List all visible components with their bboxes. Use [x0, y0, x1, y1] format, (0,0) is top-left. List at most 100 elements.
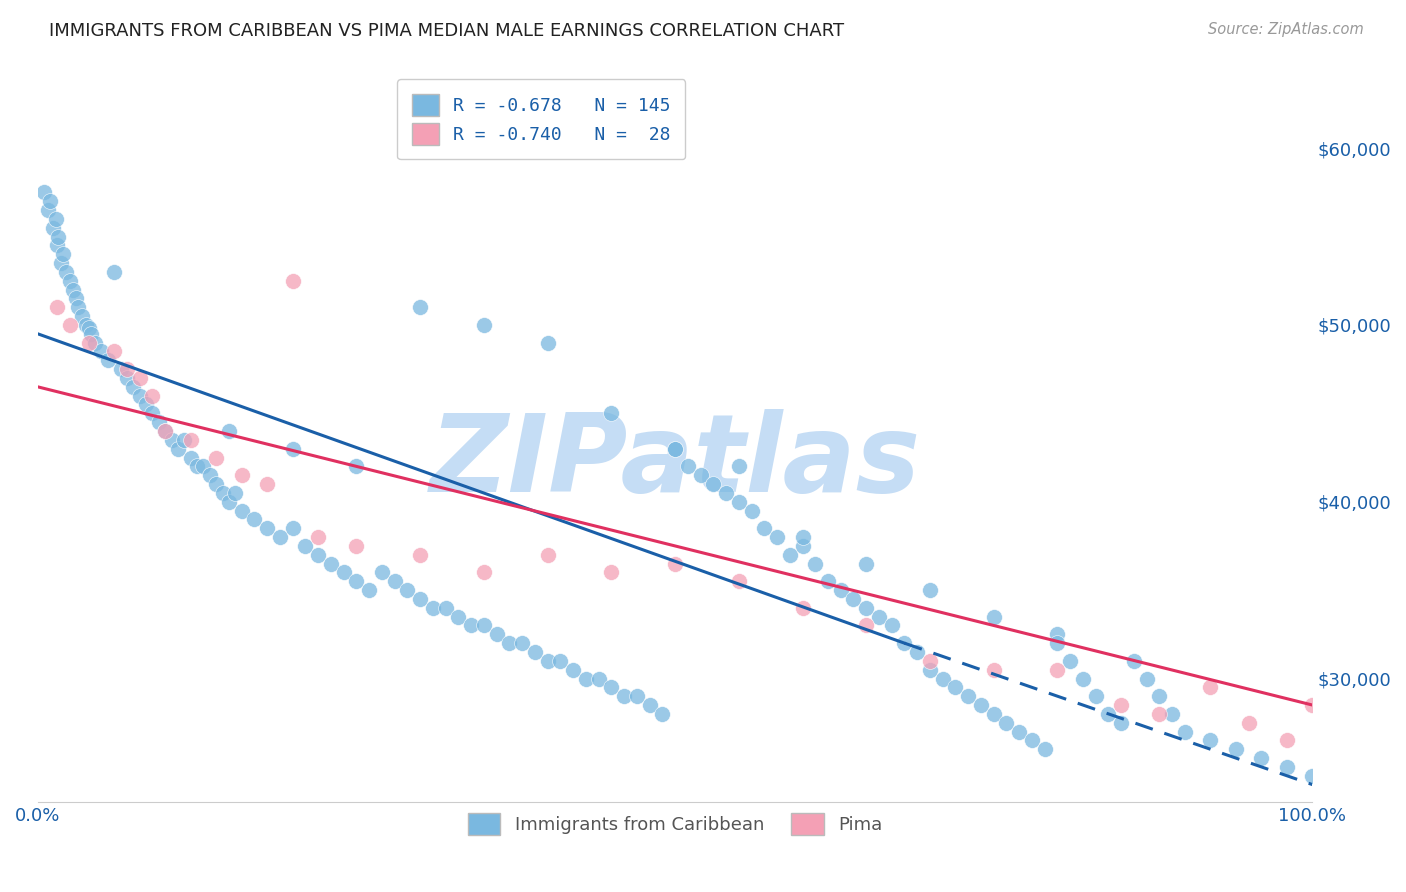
- Point: [664, 557, 686, 571]
- Point: [983, 609, 1005, 624]
- Point: [664, 442, 686, 456]
- Point: [307, 530, 329, 544]
- Point: [281, 442, 304, 456]
- Point: [1199, 681, 1222, 695]
- Point: [231, 503, 253, 517]
- Point: [562, 663, 585, 677]
- Point: [32, 186, 55, 200]
- Point: [75, 318, 97, 332]
- Point: [1275, 733, 1298, 747]
- Point: [1046, 636, 1069, 650]
- Point: [180, 450, 202, 465]
- Point: [817, 574, 839, 589]
- Point: [472, 618, 495, 632]
- Point: [1161, 706, 1184, 721]
- Point: [128, 371, 150, 385]
- Point: [319, 557, 342, 571]
- Point: [141, 406, 163, 420]
- Point: [1275, 760, 1298, 774]
- Point: [84, 335, 107, 350]
- Point: [243, 512, 266, 526]
- Point: [384, 574, 406, 589]
- Point: [830, 583, 852, 598]
- Point: [90, 344, 112, 359]
- Point: [256, 521, 278, 535]
- Point: [122, 380, 145, 394]
- Point: [115, 362, 138, 376]
- Point: [65, 292, 87, 306]
- Point: [727, 574, 749, 589]
- Text: IMMIGRANTS FROM CARIBBEAN VS PIMA MEDIAN MALE EARNINGS CORRELATION CHART: IMMIGRANTS FROM CARIBBEAN VS PIMA MEDIAN…: [49, 22, 845, 40]
- Point: [970, 698, 993, 712]
- Point: [1059, 654, 1081, 668]
- Point: [72, 309, 94, 323]
- Point: [472, 566, 495, 580]
- Point: [983, 663, 1005, 677]
- Point: [1109, 715, 1132, 730]
- Point: [67, 300, 90, 314]
- Point: [754, 521, 776, 535]
- Point: [344, 459, 367, 474]
- Point: [510, 636, 533, 650]
- Point: [485, 627, 508, 641]
- Point: [211, 486, 233, 500]
- Point: [46, 229, 69, 244]
- Point: [460, 618, 482, 632]
- Point: [1122, 654, 1144, 668]
- Point: [1301, 698, 1323, 712]
- Point: [135, 397, 157, 411]
- Point: [52, 247, 75, 261]
- Point: [167, 442, 190, 456]
- Point: [55, 265, 77, 279]
- Point: [77, 335, 100, 350]
- Point: [1084, 689, 1107, 703]
- Point: [396, 583, 419, 598]
- Point: [186, 459, 208, 474]
- Point: [918, 654, 941, 668]
- Point: [651, 706, 673, 721]
- Point: [1237, 715, 1260, 730]
- Point: [676, 459, 699, 474]
- Point: [434, 600, 457, 615]
- Point: [766, 530, 789, 544]
- Point: [62, 283, 84, 297]
- Point: [128, 389, 150, 403]
- Point: [893, 636, 915, 650]
- Point: [855, 618, 877, 632]
- Point: [727, 459, 749, 474]
- Point: [371, 566, 394, 580]
- Point: [173, 433, 195, 447]
- Point: [359, 583, 381, 598]
- Point: [727, 494, 749, 508]
- Point: [37, 202, 59, 217]
- Point: [160, 433, 183, 447]
- Point: [409, 591, 432, 606]
- Point: [918, 583, 941, 598]
- Point: [536, 335, 558, 350]
- Point: [1301, 769, 1323, 783]
- Point: [536, 548, 558, 562]
- Point: [218, 494, 240, 508]
- Point: [600, 406, 623, 420]
- Point: [945, 681, 967, 695]
- Point: [523, 645, 546, 659]
- Point: [1149, 706, 1171, 721]
- Point: [294, 539, 316, 553]
- Point: [855, 600, 877, 615]
- Point: [498, 636, 520, 650]
- Point: [575, 672, 598, 686]
- Point: [702, 477, 724, 491]
- Point: [58, 274, 80, 288]
- Point: [180, 433, 202, 447]
- Point: [256, 477, 278, 491]
- Point: [224, 486, 246, 500]
- Point: [957, 689, 980, 703]
- Point: [103, 265, 125, 279]
- Point: [1136, 672, 1159, 686]
- Point: [153, 424, 176, 438]
- Point: [842, 591, 865, 606]
- Point: [1033, 742, 1056, 756]
- Point: [281, 521, 304, 535]
- Point: [779, 548, 801, 562]
- Point: [1046, 663, 1069, 677]
